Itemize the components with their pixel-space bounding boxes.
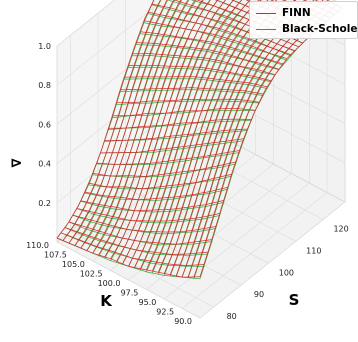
grid-line-k <box>181 0 328 309</box>
wire-k-line <box>140 0 260 271</box>
wire-k-line <box>74 0 176 246</box>
legend-label-finn: FINN <box>282 7 311 19</box>
z-tick-label: 1.0 <box>38 42 51 51</box>
wire-k-line <box>68 0 169 244</box>
wire-k-line <box>134 0 251 269</box>
y-tick-label: 90.0 <box>174 317 192 326</box>
grid-lines <box>56 0 346 319</box>
wire-k-line <box>74 0 175 246</box>
y-tick-label: 97.5 <box>121 289 139 298</box>
wire-k-line <box>92 0 196 254</box>
y-tick-label: 107.5 <box>44 251 67 260</box>
wire-k-line <box>86 0 190 251</box>
wire-k-line <box>80 0 182 249</box>
wire-k-line <box>128 0 243 267</box>
z-tick-label: 0.4 <box>38 160 51 169</box>
legend: FINN Black-Scholes <box>249 1 358 39</box>
tick-labels: 809010011012090.092.595.097.5100.0102.51… <box>26 42 349 326</box>
wire-k-line <box>86 0 189 251</box>
y-tick-label: 105.0 <box>62 260 85 269</box>
wire-k-line <box>116 0 226 262</box>
grid-line-k <box>164 0 310 300</box>
wire-k-line <box>80 0 183 249</box>
wire-k-line <box>110 0 219 259</box>
legend-swatch-black-scholes <box>256 28 276 30</box>
wire-k-line <box>56 0 155 239</box>
y-tick-label: 102.5 <box>80 270 103 279</box>
z-tick-label: 0.8 <box>38 81 51 90</box>
grid-line-k <box>199 6 346 319</box>
wire-k-line <box>68 0 168 244</box>
y-tick-label: 92.5 <box>156 308 174 317</box>
wire-k-line <box>98 0 203 256</box>
wire-k-line <box>122 0 235 264</box>
legend-entry-finn: FINN <box>256 6 311 20</box>
wire-k-line <box>104 0 211 258</box>
x-tick-label: 80 <box>227 312 237 321</box>
legend-entry-black-scholes: Black-Scholes <box>256 22 358 36</box>
grid-line-z <box>56 0 346 47</box>
y-tick-label: 95.0 <box>138 298 156 307</box>
legend-label-black-scholes: Black-Scholes <box>282 23 358 35</box>
wire-k-line <box>98 0 204 256</box>
z-axis-label: ∇ <box>10 158 25 168</box>
grid-line-k <box>74 0 221 252</box>
z-tick-label: 0.2 <box>38 199 51 208</box>
x-tick-label: 100 <box>279 268 294 277</box>
wire-k-line <box>140 0 260 269</box>
grid-line-k <box>146 0 292 290</box>
z-tick-label: 0.6 <box>38 120 51 129</box>
x-tick-label: 90 <box>254 290 264 299</box>
y-axis-label: K <box>100 292 113 310</box>
wire-k-line <box>62 0 161 241</box>
x-tick-label: 120 <box>333 225 348 234</box>
wire-k-line <box>134 0 251 268</box>
legend-swatch-finn <box>256 12 276 14</box>
y-tick-label: 100.0 <box>98 279 121 288</box>
wire-k-line <box>92 0 197 254</box>
x-axis-label: S <box>289 291 300 309</box>
wire-k-line <box>122 0 235 265</box>
wire-k-line <box>128 0 243 267</box>
x-tick-label: 110 <box>306 246 321 255</box>
y-tick-label: 110.0 <box>26 241 49 250</box>
